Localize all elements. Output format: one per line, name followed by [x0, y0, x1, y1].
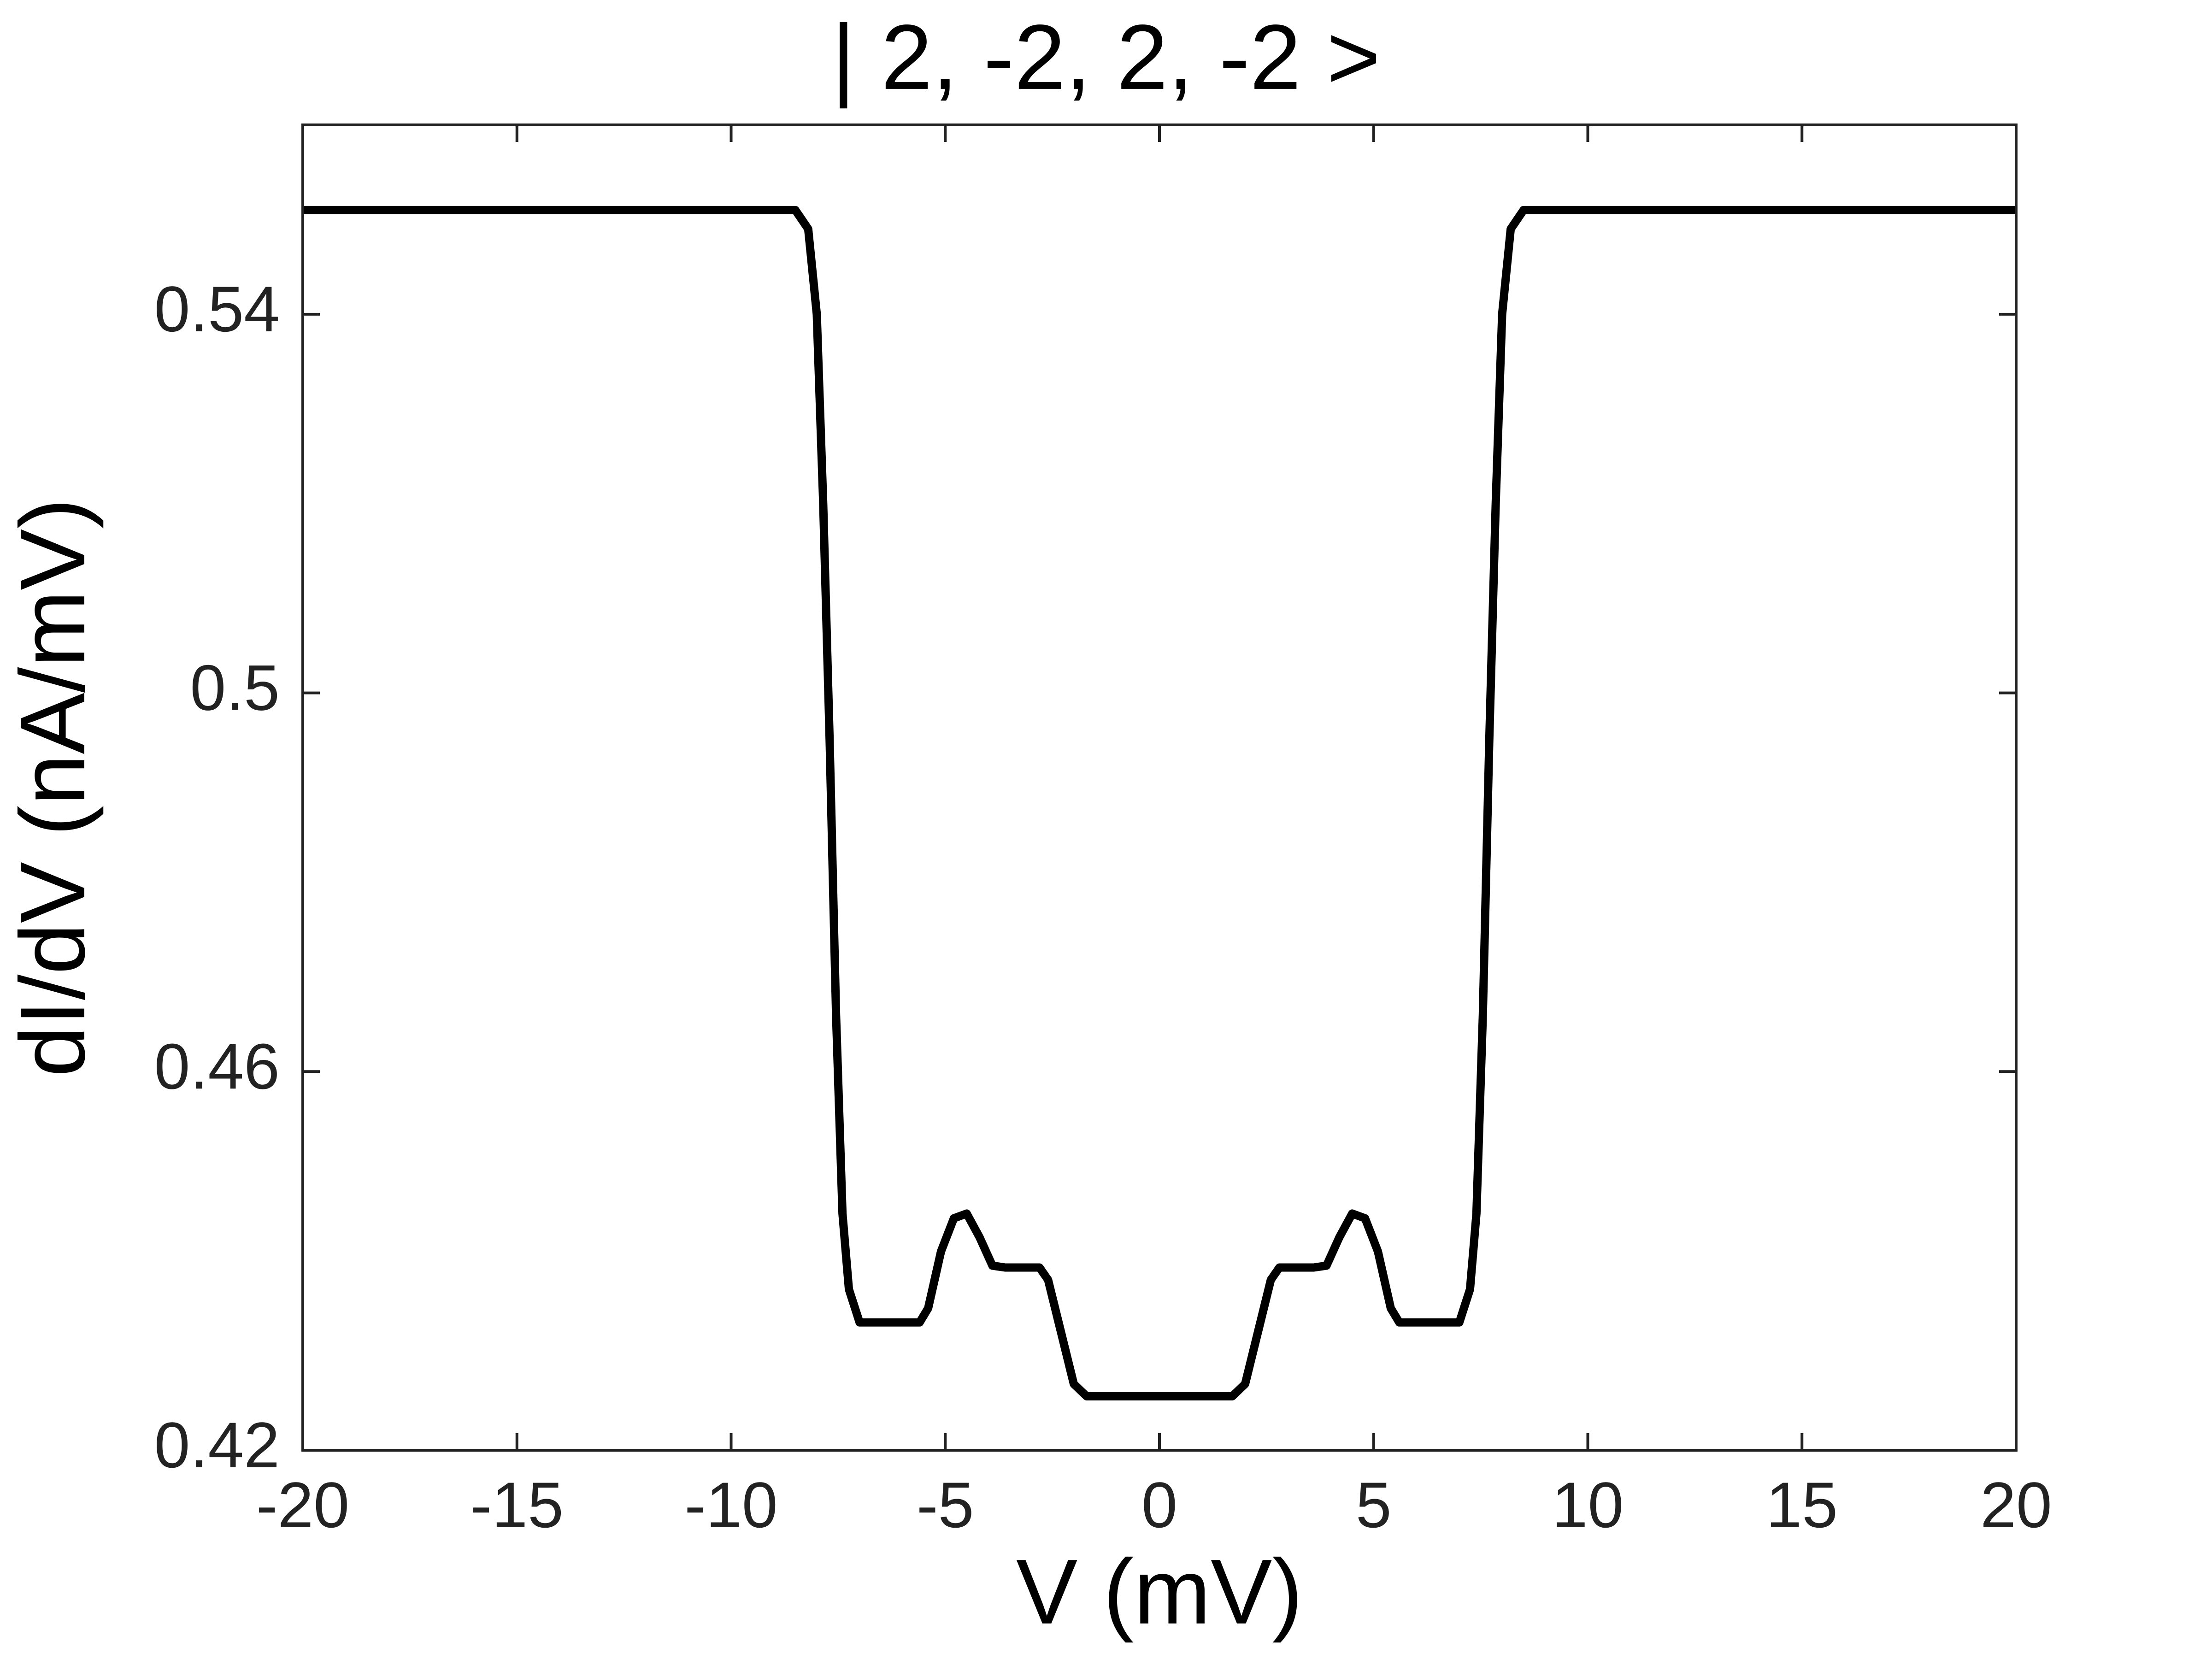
y-axis-label: dI/dV (nA/mV) [1, 498, 104, 1077]
plot-frame [301, 124, 2018, 1452]
x-axis-label: V (mV) [1016, 1541, 1303, 1643]
x-tick-label: 10 [1552, 1469, 1624, 1541]
x-tick-label: -20 [256, 1469, 349, 1541]
x-tick-label: -15 [471, 1469, 564, 1541]
x-tick-label: 20 [1980, 1469, 2052, 1541]
y-tick-label: 0.5 [190, 652, 280, 724]
x-tick-label: 5 [1356, 1469, 1392, 1541]
y-tick-label: 0.42 [154, 1409, 280, 1481]
chart-title: | 2, -2, 2, -2 > [831, 6, 1380, 109]
y-tick-label: 0.46 [154, 1030, 280, 1102]
y-tick-label: 0.54 [154, 273, 280, 345]
x-tick-label: -10 [684, 1469, 777, 1541]
x-tick-label: 0 [1141, 1469, 1177, 1541]
x-tick-label: -5 [917, 1469, 974, 1541]
data-line [303, 206, 2016, 1400]
x-tick-label: 15 [1766, 1469, 1838, 1541]
